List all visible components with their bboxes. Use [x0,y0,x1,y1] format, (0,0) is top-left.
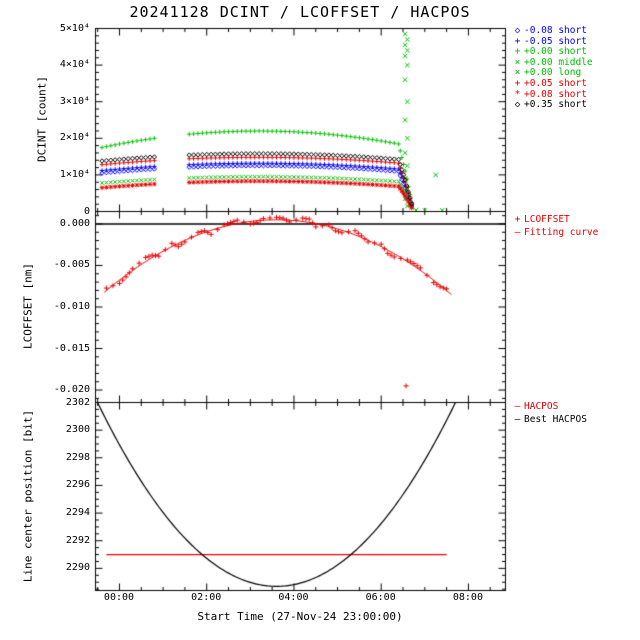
y-tick-label: 2300 [65,424,90,436]
legend-entry: ◇ -0.08 short [511,25,639,37]
legend-marker-icon: * [514,88,521,100]
legend-label: Best HACPOS [524,413,587,425]
legend-entry: * +0.08 short [511,88,639,101]
legend-label: +0.00 short [524,46,587,58]
y-tick-label: -0.015 [53,342,90,354]
legend-entry: × +0.00 long [511,68,639,79]
legend-marker-icon: — [514,226,521,238]
legend-entry: + LCOFFSET [511,214,639,227]
legend-hacpos: — HACPOS — Best HACPOS [511,401,639,426]
x-tick-label: 04:00 [278,592,309,603]
legend-label: -0.08 short [524,25,587,36]
y-tick-label: 2302 [65,396,90,408]
y-tick-label: -0.010 [53,301,90,312]
legend-marker-icon: × [514,67,521,79]
legend-entry: × +0.00 middle [511,56,639,69]
legend-entry: + +0.05 short [511,77,639,90]
y-tick-label: 0 [83,205,90,217]
legend-marker-icon: + [514,35,521,47]
y-tick-label: 3×10⁴ [59,95,90,107]
legend-marker-icon: — [514,401,521,412]
legend-lcoffset: + LCOFFSET — Fitting curve [511,214,639,239]
y-tick-label: 2298 [65,451,90,463]
x-tick-label: 08:00 [452,592,483,603]
legend-label: LCOFFSET [524,214,570,225]
legend-entry: + +0.00 short [511,46,639,58]
x-tick-label: 02:00 [191,592,222,603]
legend-entry: — HACPOS [511,401,639,414]
legend-label: Fitting curve [524,226,599,238]
legend-marker-icon: + [514,46,521,58]
legend-label: +0.00 middle [524,56,593,68]
legend-entry: — Fitting curve [511,227,639,240]
legend-label: +0.05 short [524,77,587,89]
legend-marker-icon: + [514,214,521,225]
legend-marker-icon: ◇ [514,99,521,111]
legend-label: +0.08 short [524,88,587,100]
y-tick-label: 5×10⁴ [59,22,90,34]
legend-entry: ◇ +0.35 short [511,99,639,111]
chart-title: 20241128 DCINT / LCOFFSET / HACPOS [129,3,471,21]
legend-marker-icon: × [514,56,521,68]
y-axis-label-dcint: DCINT [count] [35,75,49,163]
legend-label: HACPOS [524,401,559,412]
y-tick-label: 2294 [65,507,90,519]
legend-marker-icon: — [514,413,521,425]
y-tick-label: 2292 [65,534,90,546]
legend-marker-icon: + [514,77,521,89]
legend-entry: — Best HACPOS [511,414,639,427]
y-axis-label-hacpos: Line center position [bit] [21,409,35,583]
legend-entry: + -0.05 short [511,35,639,48]
y-tick-label: 2×10⁴ [59,132,90,144]
y-tick-label: 1×10⁴ [59,168,90,180]
legend-dcint: ◇ -0.08 short + -0.05 short + +0.00 short × +0.… [511,25,639,111]
y-tick-label: 2290 [65,562,90,574]
x-tick-label: 06:00 [365,592,396,603]
legend-label: +0.35 short [524,99,587,111]
y-tick-label: 2296 [65,479,90,491]
legend-label: -0.05 short [524,35,587,47]
y-tick-label: 0.000 [59,217,90,229]
legend-marker-icon: ◇ [514,25,521,36]
y-tick-label: 4×10⁴ [59,59,90,71]
legend-label: +0.00 long [524,67,582,79]
y-tick-label: -0.020 [53,384,90,396]
x-axis-label: Start Time (27-Nov-24 23:00:00) [197,610,403,623]
y-tick-label: -0.005 [53,259,90,271]
x-tick-label: 00:00 [103,592,135,603]
